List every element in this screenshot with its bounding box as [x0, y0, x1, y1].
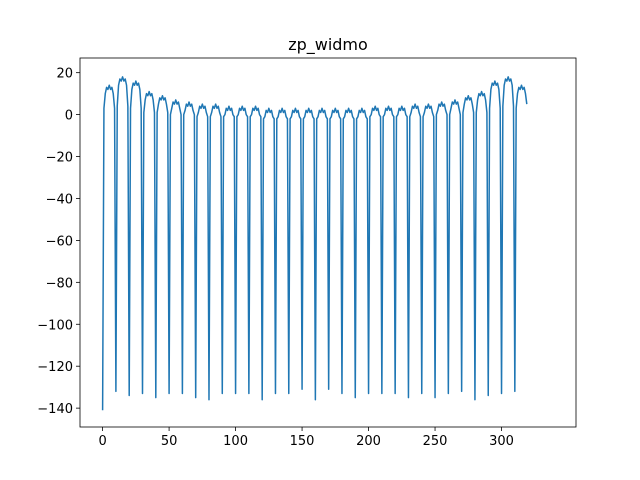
axes-frame [79, 57, 577, 428]
x-tick-label: 100 [223, 434, 248, 449]
y-tick-label: 0 [65, 109, 73, 124]
y-tick-label: −100 [37, 318, 73, 333]
x-tick-label: 50 [161, 434, 178, 449]
y-tick-label: −20 [46, 151, 73, 166]
x-tick-label: 150 [290, 434, 315, 449]
y-tick-label: −40 [46, 192, 73, 207]
chart-title: zp_widmo [288, 35, 368, 55]
y-tick-label: 20 [56, 67, 73, 82]
y-tick-label: −120 [37, 360, 73, 375]
y-tick-label: −140 [37, 402, 73, 417]
y-tick-label: −80 [46, 276, 73, 291]
x-tick-label: 300 [489, 434, 514, 449]
y-tick-label: −60 [46, 234, 73, 249]
x-tick-label: 0 [98, 434, 106, 449]
data-line [101, 76, 528, 411]
x-tick-label: 200 [356, 434, 381, 449]
x-tick-label: 250 [423, 434, 448, 449]
